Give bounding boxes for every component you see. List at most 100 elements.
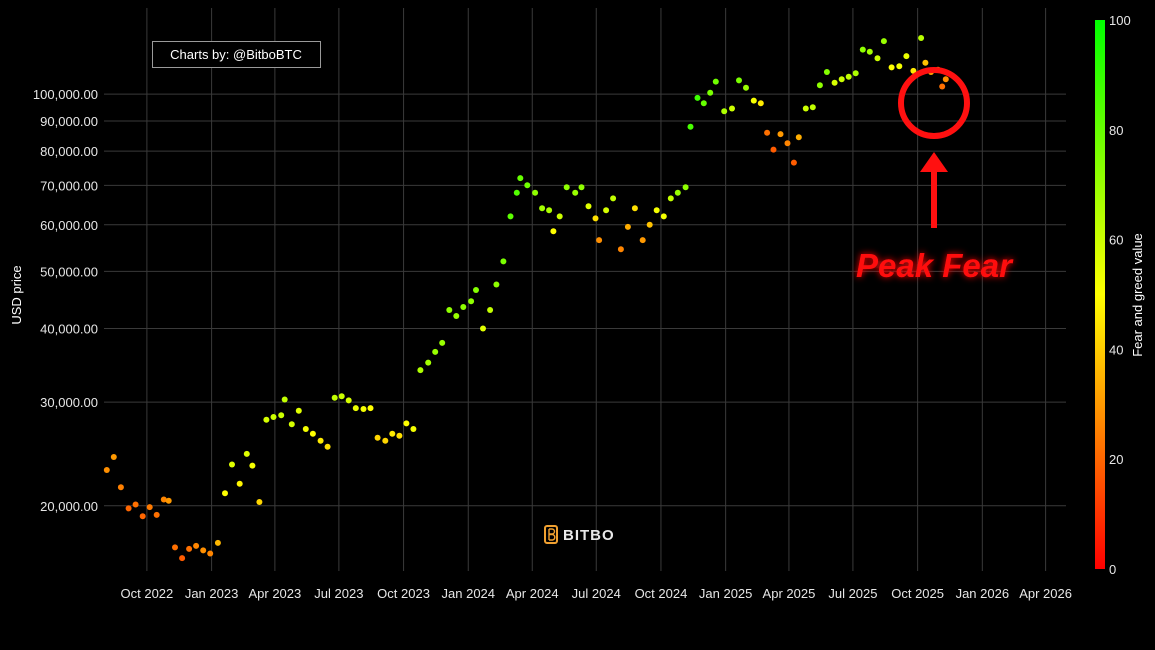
price-point	[200, 547, 207, 554]
price-point	[229, 461, 235, 468]
price-point	[939, 83, 946, 90]
price-point	[139, 513, 146, 520]
price-point	[757, 100, 764, 107]
price-point	[153, 511, 160, 518]
price-point	[417, 367, 424, 374]
x-axis-ticks: Oct 2022 Jan 2023 Apr 2023 Jul 2023 Oct 2023…	[121, 586, 1072, 601]
price-point	[222, 490, 228, 497]
y-tick-label: 40,000.00	[40, 321, 98, 336]
price-point	[802, 105, 809, 112]
price-point	[795, 134, 802, 141]
price-point	[214, 539, 221, 546]
price-point	[396, 432, 403, 439]
price-point	[160, 496, 167, 503]
y-tick-label: 100,000.00	[33, 87, 98, 102]
x-tick-label: Jan 2025	[699, 586, 753, 601]
x-tick-label: Jul 2023	[314, 586, 363, 601]
price-point	[910, 67, 917, 74]
colorbar: 0 20 40 60 80 100 Fear and greed value	[1095, 13, 1145, 577]
price-point	[617, 246, 624, 253]
y-tick-label: 80,000.00	[40, 144, 98, 159]
price-point	[439, 339, 446, 346]
price-points	[103, 35, 949, 562]
bitbo-logo: BITBO	[544, 525, 614, 544]
colorbar-tick-label: 0	[1109, 562, 1116, 577]
price-point	[874, 55, 881, 62]
price-point	[410, 426, 417, 432]
x-tick-label: Jan 2024	[442, 586, 496, 601]
colorbar-title: Fear and greed value	[1130, 233, 1145, 357]
price-point	[425, 359, 432, 366]
price-point	[493, 281, 500, 288]
price-point	[270, 414, 277, 420]
price-point	[918, 35, 925, 41]
price-point	[667, 195, 674, 202]
price-point	[243, 450, 250, 457]
price-point	[896, 63, 903, 70]
price-point	[743, 84, 749, 91]
x-tick-label: Jul 2024	[572, 586, 621, 601]
price-point	[517, 175, 524, 182]
price-point	[610, 195, 617, 202]
y-tick-label: 50,000.00	[40, 264, 98, 279]
price-point	[585, 203, 592, 210]
price-point	[712, 78, 719, 85]
price-point	[777, 131, 784, 138]
x-tick-label: Apr 2024	[506, 586, 559, 601]
colorbar-tick-label: 80	[1109, 123, 1123, 138]
price-point	[700, 100, 707, 107]
price-point	[403, 420, 410, 427]
price-point	[809, 104, 816, 111]
x-tick-label: Apr 2025	[763, 586, 816, 601]
x-tick-label: Oct 2022	[121, 586, 174, 601]
price-point	[103, 467, 110, 473]
grid-lines	[104, 8, 1066, 571]
price-point	[845, 73, 852, 80]
price-point	[646, 221, 653, 228]
price-point	[487, 307, 494, 313]
price-point	[922, 59, 929, 66]
price-point	[295, 407, 302, 414]
price-point	[513, 189, 520, 196]
price-point	[764, 129, 771, 136]
price-point	[578, 184, 585, 191]
peak-fear-label: Peak Fear	[856, 247, 1014, 284]
price-point	[682, 184, 689, 191]
colorbar-ticks: 0 20 40 60 80 100	[1109, 13, 1131, 577]
price-point	[117, 484, 124, 491]
up-arrow-icon	[920, 152, 948, 228]
price-point	[110, 454, 117, 460]
price-point	[179, 555, 186, 562]
price-point	[556, 213, 563, 220]
y-axis-title: USD price	[9, 265, 24, 324]
y-tick-label: 70,000.00	[40, 178, 98, 193]
price-point	[631, 205, 638, 212]
price-point	[480, 325, 486, 332]
colorbar-tick-label: 40	[1109, 342, 1123, 357]
price-point	[125, 505, 132, 512]
price-point	[473, 287, 479, 293]
price-point	[278, 412, 285, 419]
credit-box: Charts by: @BitboBTC	[152, 41, 321, 68]
price-point	[572, 189, 579, 196]
price-point	[360, 406, 367, 412]
price-point	[790, 159, 797, 166]
price-point	[639, 237, 646, 244]
price-point	[446, 307, 453, 313]
x-tick-label: Apr 2023	[248, 586, 301, 601]
price-point	[309, 430, 316, 437]
y-tick-label: 60,000.00	[40, 218, 98, 233]
price-point	[660, 213, 667, 220]
price-point	[236, 480, 243, 487]
price-point	[736, 77, 742, 84]
price-point	[624, 223, 631, 230]
price-point	[331, 394, 338, 401]
colorbar-tick-label: 20	[1109, 452, 1123, 467]
price-point	[389, 430, 396, 437]
x-tick-label: Apr 2026	[1019, 586, 1072, 601]
price-point	[539, 205, 546, 212]
price-point	[281, 396, 288, 403]
price-point	[317, 437, 324, 444]
colorbar-gradient	[1095, 20, 1105, 569]
